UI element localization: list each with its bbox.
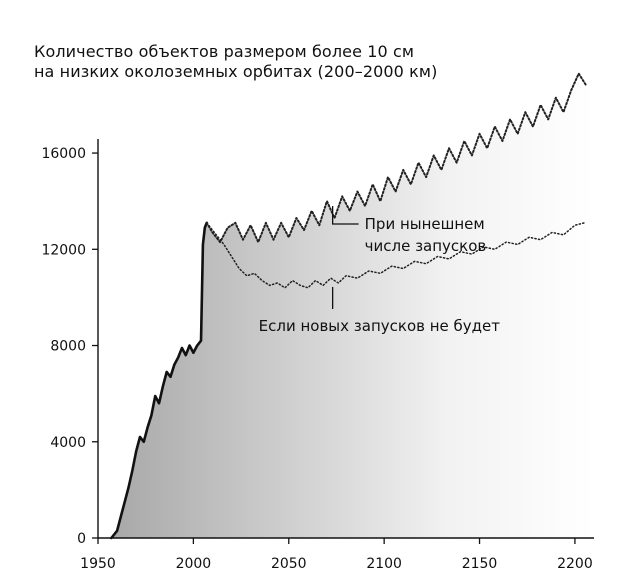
annotation-pointer-current bbox=[331, 205, 359, 225]
x-tick-label: 2000 bbox=[176, 556, 212, 572]
x-tick-label: 2150 bbox=[462, 556, 498, 572]
axes: 0 4000 8000 12000 16000 1950 2000 2050 2100 2150 2… bbox=[41, 139, 594, 572]
annotation-current-launches: числе запусков bbox=[365, 237, 487, 255]
x-tick-label: 2100 bbox=[366, 556, 402, 572]
y-tick-label: 8000 bbox=[50, 339, 86, 355]
x-tick-label: 2200 bbox=[557, 556, 593, 572]
x-tick-label: 1950 bbox=[80, 556, 116, 572]
chart-title-line-1: Количество объектов размером более 10 см bbox=[34, 42, 415, 61]
chart-title: Количество объектов размером более 10 см… bbox=[34, 42, 454, 82]
annotations: При нынешнем числе запусков Если новых зап… bbox=[259, 205, 501, 335]
y-tick-label: 16000 bbox=[41, 146, 86, 162]
series-line-no-launches bbox=[205, 222, 586, 289]
plot-area bbox=[110, 72, 594, 540]
y-tick-label: 4000 bbox=[50, 435, 86, 451]
y-tick-label: 0 bbox=[77, 531, 86, 547]
annotation-current-launches: При нынешнем bbox=[365, 215, 485, 233]
chart-title-line-2: на низких околоземных орбитах (200–2000 … bbox=[34, 62, 438, 81]
x-tick-label: 2050 bbox=[271, 556, 307, 572]
shaded-area bbox=[111, 73, 594, 538]
series-line-current-launches bbox=[205, 72, 588, 244]
y-tick-label: 12000 bbox=[41, 242, 86, 258]
annotation-no-launches: Если новых запусков не будет bbox=[259, 317, 501, 335]
series-line-historical bbox=[110, 221, 209, 540]
